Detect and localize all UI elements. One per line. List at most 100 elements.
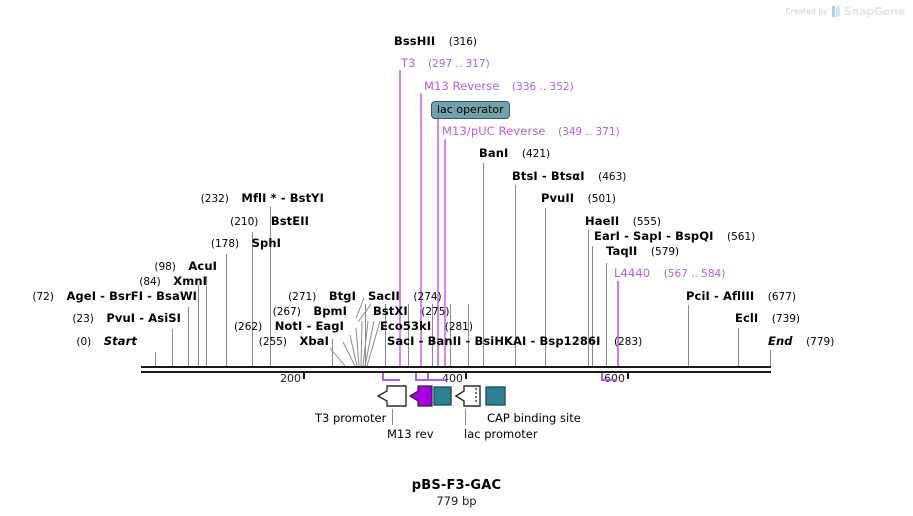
enzyme-name: PvuI - AsiSI	[106, 311, 181, 325]
enzyme-label-ecli[interactable]: EclI (739)	[735, 312, 800, 325]
enzyme-label-pvuii[interactable]: PvuII (501)	[541, 192, 616, 205]
enzyme-name: XmnI	[173, 274, 207, 288]
snapgene-logo-icon	[831, 5, 840, 17]
enzyme-position: (255)	[258, 336, 287, 348]
leader-line-pvuii	[545, 208, 546, 366]
enzyme-position: (555)	[632, 216, 661, 228]
enzyme-position: (739)	[771, 313, 801, 325]
enzyme-name: SacI - BanII - BsiHKAI - Bsp1286I	[387, 334, 601, 348]
enzyme-label-bstxi[interactable]: BstXI (275)	[373, 305, 450, 318]
enzyme-label-taqii[interactable]: TaqII (579)	[606, 245, 679, 258]
feature-label-m13-reverse[interactable]: M13 Reverse (336 .. 352)	[424, 80, 574, 93]
feature-caption-lac-promoter[interactable]: lac promoter	[464, 427, 538, 441]
enzyme-label-eco53ki[interactable]: Eco53kI (281)	[380, 320, 473, 333]
enzyme-label-bsshii[interactable]: BssHII (316)	[394, 35, 477, 48]
enzyme-label-acui[interactable]: (98) AcuI	[154, 260, 217, 273]
enzyme-position: (316)	[448, 36, 477, 48]
enzyme-position: (84)	[139, 276, 161, 288]
enzyme-label-pvui[interactable]: (23) PvuI - AsiSI	[72, 312, 181, 325]
leader-line-acui	[206, 276, 207, 366]
enzyme-label-btgi[interactable]: (271) BtgI	[288, 290, 356, 303]
enzyme-name: XbaI	[299, 334, 329, 348]
ruler-tick-400	[465, 371, 467, 379]
ruler-tick-200	[303, 371, 305, 379]
enzyme-name: AgeI - BsrFI - BsaWI	[66, 289, 197, 303]
enzyme-label-start[interactable]: (0) Start	[76, 335, 137, 348]
enzyme-name: BtgI	[328, 289, 356, 303]
leader-line-banii	[432, 304, 433, 366]
enzyme-label-btsi[interactable]: BtsI - BtsαI (463)	[512, 170, 626, 183]
enzyme-label-xbai[interactable]: (255) XbaI	[259, 335, 329, 348]
enzyme-label-bpmi[interactable]: (267) BpmI	[273, 305, 347, 318]
leader-line-eco53ki	[408, 304, 409, 366]
enzyme-position: (72)	[32, 291, 54, 303]
enzyme-name: BstXI	[373, 304, 408, 318]
feature-name: M13/pUC Reverse	[442, 124, 546, 138]
enzyme-label-bsteii[interactable]: (210) BstEII	[230, 215, 309, 228]
enzyme-label-agei[interactable]: (72) AgeI - BsrFI - BsaWI	[32, 290, 197, 303]
enzyme-label-haeii[interactable]: HaeII (555)	[585, 215, 661, 228]
feature-caption-t3-promoter[interactable]: T3 promoter	[315, 411, 387, 425]
feature-glyph-lac-promoter[interactable]	[454, 385, 481, 411]
enzyme-name: HaeII	[585, 214, 620, 228]
enzyme-name: Start	[103, 334, 137, 348]
leader-line-l4440-feature	[617, 281, 619, 366]
feature-glyph-cap-binding-site[interactable]	[485, 386, 506, 410]
enzyme-name: BssHII	[394, 34, 436, 48]
leader-line-m13-reverse-feature	[420, 93, 422, 366]
feature-label-l4440[interactable]: L4440 (567 .. 584)	[614, 267, 725, 280]
feature-glyph-lac-operator[interactable]	[433, 386, 452, 410]
feature-badge-lac-operator[interactable]: lac operator	[431, 101, 510, 119]
feature-name: T3	[401, 56, 416, 70]
feature-glyph-t3-promoter[interactable]	[376, 385, 407, 411]
enzyme-position: (23)	[72, 313, 94, 325]
enzyme-name: TaqII	[606, 244, 638, 258]
leader-line-bsihkai	[450, 304, 451, 366]
enzyme-label-eari[interactable]: EarI - SapI - BspQI (561)	[594, 230, 755, 243]
enzyme-name: BpmI	[313, 304, 347, 318]
enzyme-position: (271)	[288, 291, 317, 303]
enzyme-label-xmni[interactable]: (84) XmnI	[139, 275, 207, 288]
enzyme-label-saci[interactable]: SacI - BanII - BsiHKAI - Bsp1286I (283)	[387, 335, 642, 348]
leader-line-bsp1286i	[468, 304, 469, 366]
snapgene-watermark: Created by SnapGene	[786, 3, 906, 19]
enzyme-label-bani[interactable]: BanI (421)	[479, 147, 550, 160]
leader-line-bani	[483, 163, 484, 366]
leader-line-sacii	[365, 304, 366, 366]
leader-line-sphi	[226, 254, 227, 366]
enzyme-label-mfli[interactable]: (232) MflI * - BstYI	[201, 192, 324, 205]
feature-range: (297 .. 317)	[428, 58, 490, 70]
feature-glyph-m13-rev[interactable]	[408, 385, 433, 411]
enzyme-name: BtsI - BtsαI	[512, 169, 585, 183]
ruler-label-400: 400	[442, 372, 463, 385]
enzyme-position: (501)	[587, 193, 616, 205]
enzyme-position: (779)	[806, 336, 835, 348]
feature-label-m13-puc-reverse[interactable]: M13/pUC Reverse (349 .. 371)	[442, 125, 620, 138]
enzyme-label-end[interactable]: End (779)	[768, 335, 834, 348]
feature-label-t3[interactable]: T3 (297 .. 317)	[401, 57, 490, 70]
feature-range: (336 .. 352)	[512, 81, 574, 93]
enzyme-name: NotI - EagI	[274, 319, 344, 333]
watermark-prefix: Created by	[785, 6, 828, 16]
enzyme-label-pcii[interactable]: PciI - AflIII (677)	[686, 290, 796, 303]
backbone-strand-top	[141, 366, 771, 368]
sequence-backbone[interactable]	[141, 366, 771, 373]
leader-line-eari	[592, 246, 593, 366]
enzyme-name: Eco53kI	[380, 319, 432, 333]
feature-stem-lac-promoter	[465, 409, 466, 425]
feature-range: (567 .. 584)	[663, 268, 726, 280]
enzyme-name: MflI * - BstYI	[241, 191, 324, 205]
enzyme-name: EclI	[735, 311, 759, 325]
ruler-tick-600	[627, 371, 629, 379]
feature-caption-cap-binding-site[interactable]: CAP binding site	[487, 411, 581, 425]
enzyme-position: (579)	[650, 246, 680, 258]
enzyme-name: EarI - SapI - BspQI	[594, 229, 714, 243]
enzyme-position: (421)	[521, 148, 551, 160]
enzyme-label-sacii[interactable]: SacII (274)	[368, 290, 442, 303]
enzyme-label-noti[interactable]: (262) NotI - EagI	[234, 320, 344, 333]
enzyme-name: PvuII	[541, 191, 575, 205]
feature-caption-m13-rev[interactable]: M13 rev	[387, 427, 434, 441]
enzyme-label-sphi[interactable]: (178) SphI	[211, 237, 281, 250]
leader-line-pcii	[688, 305, 689, 366]
